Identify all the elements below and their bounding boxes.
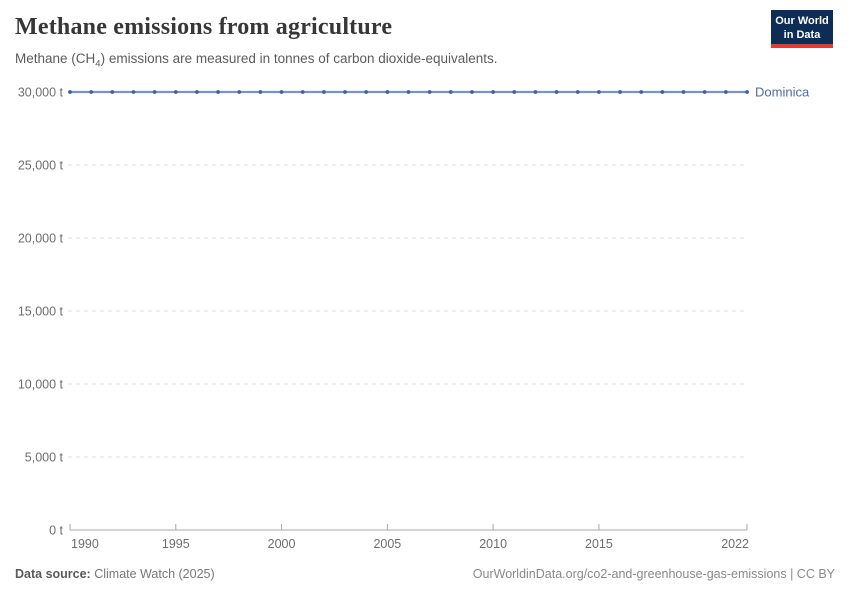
y-axis-tick-label: 30,000 t [18,86,64,100]
data-point-2021[interactable] [723,90,728,94]
chart-subtitle: Methane (CH4) emissions are measured in … [15,51,498,69]
subtitle-subscript: 4 [95,58,101,70]
data-source-value: Climate Watch (2025) [94,567,215,581]
data-point-1993[interactable] [131,90,136,94]
y-axis-tick-label: 15,000 t [18,305,64,319]
data-point-1992[interactable] [110,90,115,94]
owid-logo-line1: Our World [775,15,829,27]
data-point-2005[interactable] [385,90,390,94]
data-point-1997[interactable] [216,90,220,94]
y-axis-tick-label: 0 t [49,524,63,538]
chart-title: Methane emissions from agriculture [15,14,393,40]
y-axis-tick-label: 5,000 t [25,451,64,465]
data-point-2019[interactable] [681,90,686,94]
y-axis-tick-label: 25,000 t [18,159,64,173]
x-axis-tick-label: 2000 [268,537,296,551]
data-point-2002[interactable] [321,90,326,94]
owid-logo[interactable]: Our World in Data [771,10,833,48]
data-point-2020[interactable] [702,90,707,94]
y-axis-tick-label: 10,000 t [18,378,64,392]
x-axis-tick-label: 1990 [71,537,99,551]
data-point-1991[interactable] [89,90,94,94]
entity-label[interactable]: Dominica [755,85,810,100]
data-point-2010[interactable] [491,90,496,94]
data-point-1990[interactable] [68,90,72,94]
data-point-2006[interactable] [406,90,411,94]
data-point-2016[interactable] [618,90,622,94]
owid-logo-line2: in Data [783,29,821,41]
data-point-1998[interactable] [237,90,242,94]
data-point-1999[interactable] [258,90,263,94]
data-point-2013[interactable] [554,90,559,94]
data-point-2011[interactable] [512,90,517,94]
x-axis-tick-label: 2015 [585,537,613,551]
data-point-2012[interactable] [533,90,538,94]
data-point-2018[interactable] [660,90,665,94]
data-point-1996[interactable] [195,90,199,94]
data-point-2000[interactable] [279,90,284,94]
data-source: Data source: Climate Watch (2025) [15,567,215,581]
x-axis-tick-label: 1995 [162,537,190,551]
x-axis-tick-label: 2005 [373,537,401,551]
subtitle-text-suffix: ) emissions are measured in tonnes of ca… [100,51,498,66]
data-point-2008[interactable] [448,90,453,94]
data-point-2004[interactable] [364,90,369,94]
chart-footer: Data source: Climate Watch (2025) OurWor… [15,567,835,581]
data-point-2007[interactable] [427,90,432,94]
data-point-2014[interactable] [575,90,580,94]
data-point-2003[interactable] [343,90,347,94]
data-point-1994[interactable] [152,90,157,94]
credit-link[interactable]: OurWorldinData.org/co2-and-greenhouse-ga… [472,567,835,581]
data-point-2001[interactable] [300,90,305,94]
data-point-1995[interactable] [173,90,178,94]
x-axis-tick-label: 2022 [721,537,749,551]
y-axis-tick-label: 20,000 t [18,232,64,246]
x-axis-tick-label: 2010 [479,537,507,551]
data-point-2015[interactable] [597,90,601,94]
data-point-2009[interactable] [470,90,474,94]
data-point-2022[interactable] [745,90,749,94]
data-source-label: Data source: [15,567,91,581]
data-point-2017[interactable] [639,90,644,94]
subtitle-text: Methane (CH [15,51,96,66]
